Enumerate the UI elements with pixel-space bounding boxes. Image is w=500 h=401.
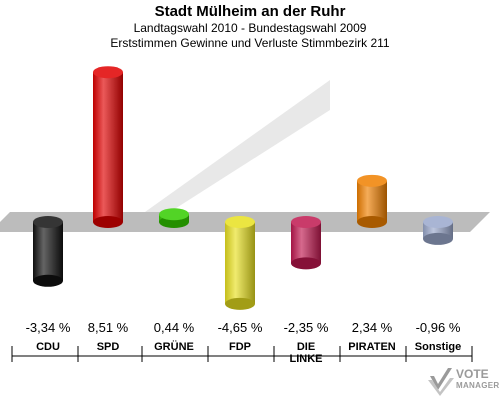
x-axis [11, 346, 473, 362]
category-label: DIE [297, 341, 315, 353]
bar-sonstige [423, 216, 453, 245]
bar-bottom-cap [423, 232, 453, 245]
bar-top-cap [33, 216, 63, 228]
bars-group [33, 66, 453, 310]
checkmark-logo-icon [428, 368, 454, 396]
value-label: -0,96 % [416, 320, 461, 335]
bar-spd [93, 66, 123, 228]
bar-bottom-cap [291, 257, 321, 270]
value-label: -2,35 % [284, 320, 329, 335]
value-label: 2,34 % [352, 320, 393, 335]
vote-manager-logo: VOTE MANAGER [428, 366, 500, 400]
bar-body [225, 222, 255, 304]
value-label: 0,44 % [154, 320, 195, 335]
bar-body [291, 222, 321, 264]
chart-title: Stadt Mülheim an der Ruhr [154, 3, 346, 20]
bar-body [93, 72, 123, 222]
value-label: 8,51 % [88, 320, 129, 335]
bar-top-cap [159, 208, 189, 221]
bar-cdu [33, 216, 63, 287]
bar-top-cap [291, 216, 321, 228]
category-label: Sonstige [415, 341, 461, 353]
bar-bottom-cap [225, 297, 255, 310]
bar-bottom-cap [357, 216, 387, 228]
logo-text-manager: MANAGER [456, 381, 500, 390]
chart-subtitle-2: Erststimmen Gewinne und Verluste Stimmbe… [110, 36, 390, 50]
bar-top-cap [225, 216, 255, 228]
chart-titles: Stadt Mülheim an der Ruhr Landtagswahl 2… [0, 2, 500, 51]
category-label: FDP [229, 341, 251, 353]
category-label: SPD [97, 341, 120, 353]
bar-top-cap [357, 174, 387, 187]
bar-gruene [159, 208, 189, 228]
bar-body [357, 180, 387, 222]
value-label: -3,34 % [26, 320, 71, 335]
bar-fdp [225, 216, 255, 310]
bar-top-cap [93, 66, 123, 79]
category-label: PIRATEN [348, 341, 396, 353]
category-label: GRÜNE [154, 340, 194, 353]
category-label: CDU [36, 341, 60, 353]
value-label: -4,65 % [218, 320, 263, 335]
logo-text-vote: VOTE [456, 367, 489, 381]
bar-piraten [357, 174, 387, 228]
value-labels-group: -3,34 % 8,51 % 0,44 % -4,65 % -2,35 % 2,34 % -… [26, 320, 461, 335]
bar-bottom-cap [33, 274, 63, 287]
bar-die-linke [291, 216, 321, 270]
chart-subtitle-1: Landtagswahl 2010 - Bundestagswahl 2009 [133, 21, 367, 35]
category-label: LINKE [290, 353, 323, 365]
bar-top-cap [423, 216, 453, 228]
bar-body [33, 222, 63, 281]
bar-bottom-cap [93, 216, 123, 228]
shadow-plane [145, 80, 330, 212]
